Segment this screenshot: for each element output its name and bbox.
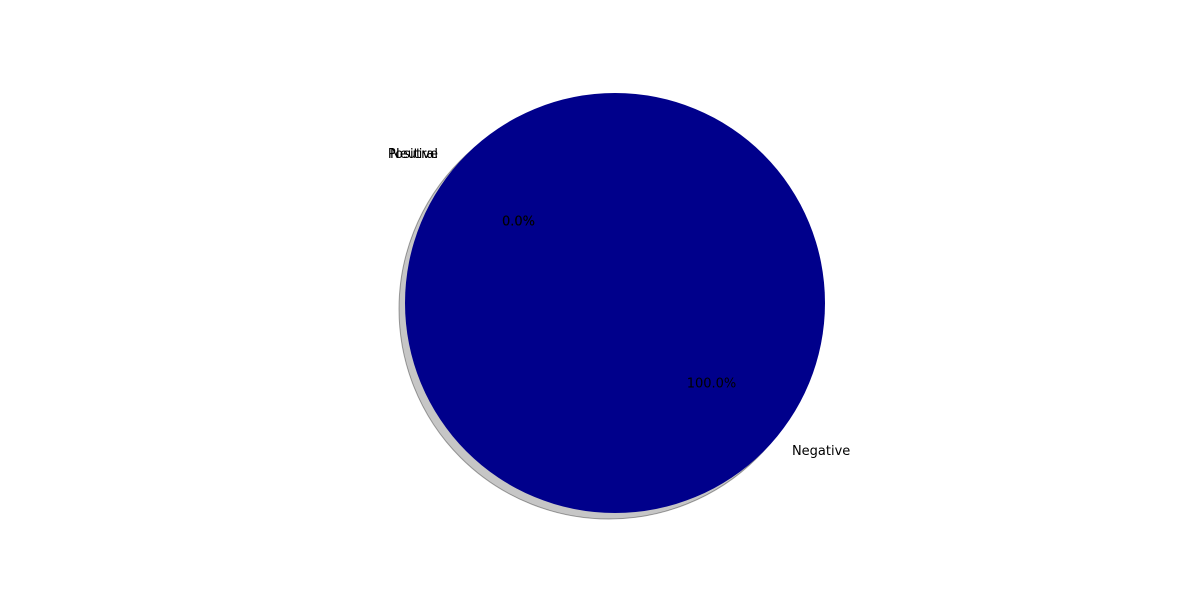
pie-slices	[405, 93, 825, 513]
slice-label-positive: Positive	[388, 147, 438, 162]
slice-percent-positive: 0.0%	[502, 215, 535, 230]
slice-label-negative: Negative	[792, 444, 850, 459]
slice-percent-negative: 100.0%	[687, 376, 737, 391]
pie-slice-negative	[405, 93, 825, 513]
slice-percent-neutral: 0.0%	[502, 215, 535, 230]
slice-label-neutral: Neutral	[390, 147, 438, 162]
